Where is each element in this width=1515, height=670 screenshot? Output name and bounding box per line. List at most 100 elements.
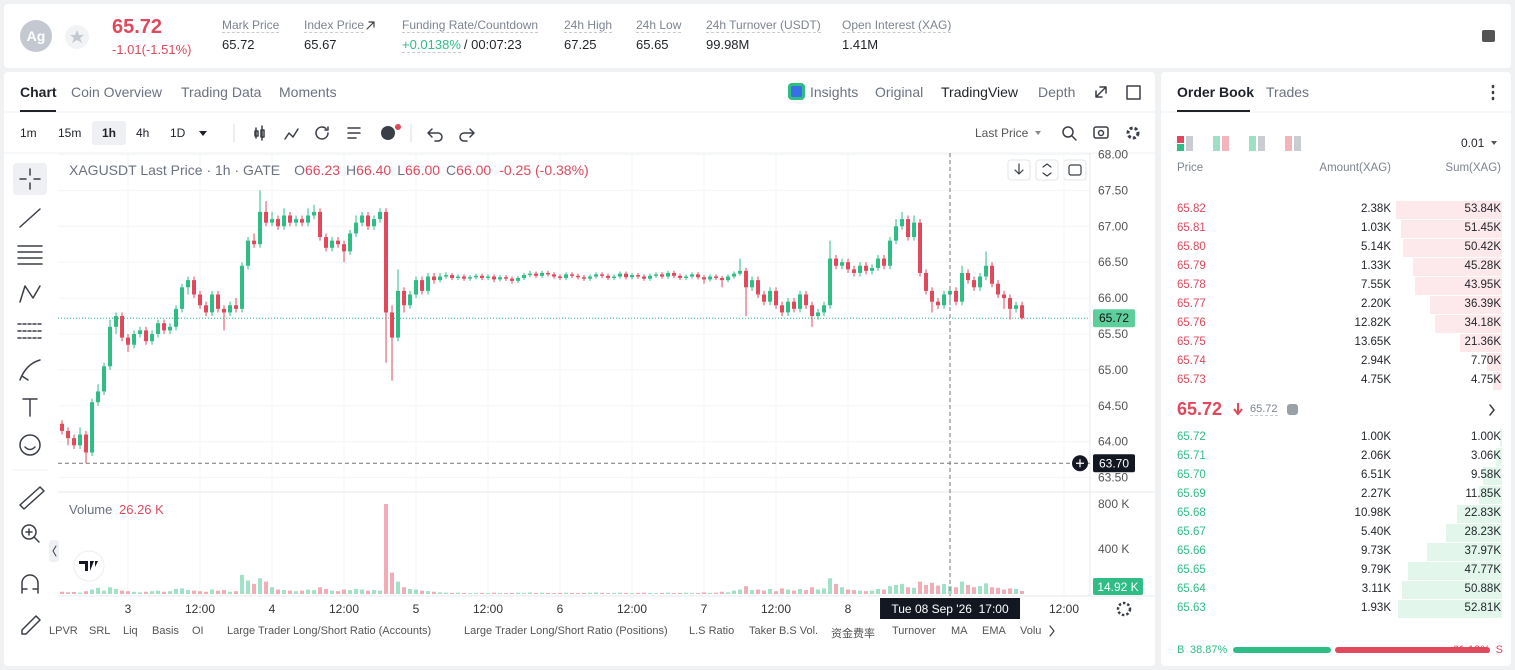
zoom-tool[interactable]: [21, 524, 37, 540]
ruler-tool[interactable]: [19, 486, 45, 510]
book-price[interactable]: 65.77: [1177, 298, 1206, 310]
magnet-tool[interactable]: [21, 574, 39, 594]
fullscreen-icon[interactable]: [1095, 86, 1107, 98]
template-icon[interactable]: [347, 127, 361, 139]
projection-tool[interactable]: [17, 323, 43, 339]
search-icon[interactable]: [1062, 126, 1074, 138]
book-price[interactable]: 65.67: [1177, 526, 1206, 538]
book-price[interactable]: 65.64: [1177, 583, 1206, 595]
candle-icon[interactable]: [254, 125, 265, 141]
indicator[interactable]: LPVR: [49, 625, 78, 637]
indicator[interactable]: Turnover: [892, 625, 936, 637]
window-icon[interactable]: [1126, 85, 1141, 100]
candle-body: [1014, 305, 1019, 309]
book-price[interactable]: 65.70: [1177, 469, 1206, 481]
camera-icon[interactable]: [1093, 126, 1109, 139]
book-price[interactable]: 65.63: [1177, 602, 1206, 614]
interval[interactable]: 1D: [170, 126, 186, 140]
scroll-right[interactable]: [1049, 625, 1055, 637]
book-price[interactable]: 65.76: [1177, 317, 1206, 329]
candle-body: [654, 274, 659, 276]
book-price[interactable]: 65.75: [1177, 336, 1206, 348]
layout-icon[interactable]: [1177, 136, 1184, 143]
book-price[interactable]: 65.73: [1177, 374, 1206, 386]
depth-bar: [1407, 562, 1502, 580]
book-price[interactable]: 65.66: [1177, 545, 1206, 557]
collapse-tab[interactable]: [49, 540, 59, 562]
indicator-icon[interactable]: [284, 128, 299, 140]
volume-bar: [156, 590, 161, 594]
chart-tab[interactable]: Chart: [20, 84, 57, 100]
book-price[interactable]: 65.82: [1177, 203, 1206, 215]
layout-icon[interactable]: [1285, 136, 1292, 151]
layout-icon[interactable]: [1249, 136, 1256, 151]
book-price[interactable]: 65.78: [1177, 279, 1206, 291]
book-price[interactable]: 65.68: [1177, 507, 1206, 519]
indicator[interactable]: L.S Ratio: [689, 625, 735, 637]
view-tab[interactable]: Depth: [1038, 84, 1076, 100]
book-icon[interactable]: [1482, 30, 1495, 42]
pencil-tool[interactable]: [21, 615, 41, 635]
book-price[interactable]: 65.80: [1177, 241, 1206, 253]
add-icon[interactable]: [381, 126, 395, 140]
book-sum: 50.88K: [1464, 583, 1501, 595]
brush-tool[interactable]: [19, 359, 41, 381]
emoji-tool[interactable]: [19, 434, 41, 456]
view-tab[interactable]: Insights: [810, 84, 859, 100]
precision[interactable]: 0.01: [1461, 136, 1485, 150]
view-tab[interactable]: TradingView: [941, 84, 1019, 100]
indicator[interactable]: Large Trader Long/Short Ratio (Accounts): [227, 625, 432, 637]
settings-icon[interactable]: [1126, 126, 1140, 140]
replay-icon[interactable]: [315, 126, 329, 140]
tv-logo[interactable]: [73, 550, 105, 582]
chevron[interactable]: [1489, 404, 1495, 416]
crosshair-tool[interactable]: [19, 168, 41, 190]
book-tab[interactable]: Trades: [1266, 84, 1310, 100]
indicator[interactable]: Volu: [1020, 625, 1042, 637]
chart-tab[interactable]: Moments: [279, 84, 337, 100]
indicator[interactable]: Taker B.S Vol.: [749, 625, 819, 637]
redo-icon[interactable]: [459, 128, 475, 142]
line-tool[interactable]: [19, 208, 41, 228]
interval[interactable]: 1m: [20, 126, 37, 140]
candle-body: [810, 305, 815, 317]
indicator[interactable]: 资金费率: [831, 628, 875, 640]
indicator[interactable]: Large Trader Long/Short Ratio (Positions…: [464, 625, 668, 637]
volume-bar: [906, 587, 911, 594]
axis-settings[interactable]: [1116, 601, 1132, 617]
indicator[interactable]: OI: [192, 625, 204, 637]
book-sum: 37.97K: [1464, 545, 1501, 557]
book-price[interactable]: 65.65: [1177, 564, 1206, 576]
volume-bar: [756, 589, 761, 594]
volume-bar: [246, 580, 251, 594]
chart-tab[interactable]: Coin Overview: [71, 84, 163, 100]
interval[interactable]: 15m: [58, 126, 82, 140]
book-price[interactable]: 65.74: [1177, 355, 1206, 367]
interval[interactable]: 1h: [102, 126, 117, 140]
chart-button[interactable]: [1063, 159, 1087, 181]
book-price[interactable]: 65.72: [1177, 431, 1206, 443]
chart-button: [1042, 163, 1052, 177]
fib-tool[interactable]: [17, 245, 43, 265]
book-price[interactable]: 65.71: [1177, 450, 1206, 462]
interval[interactable]: 4h: [136, 126, 150, 140]
undo-icon[interactable]: [427, 128, 443, 142]
pattern-tool[interactable]: [19, 285, 41, 303]
view-tab[interactable]: Original: [875, 84, 924, 100]
book-tab[interactable]: Order Book: [1177, 84, 1255, 100]
volume-bar: [528, 592, 533, 594]
indicator[interactable]: EMA: [982, 625, 1006, 637]
indicator[interactable]: SRL: [89, 625, 111, 637]
book-price[interactable]: 65.81: [1177, 222, 1206, 234]
book-amount: 13.65K: [1354, 336, 1391, 348]
indicator[interactable]: Liq: [123, 625, 138, 637]
book-price[interactable]: 65.79: [1177, 260, 1206, 272]
price-type[interactable]: Last Price: [975, 126, 1029, 140]
indicator[interactable]: MA: [951, 625, 968, 637]
indicator[interactable]: Basis: [152, 625, 179, 637]
chart-button[interactable]: [1035, 159, 1059, 181]
chart-tab[interactable]: Trading Data: [181, 84, 262, 100]
layout-icon[interactable]: [1213, 136, 1220, 151]
book-price[interactable]: 65.69: [1177, 488, 1206, 500]
text-tool[interactable]: [22, 398, 38, 417]
